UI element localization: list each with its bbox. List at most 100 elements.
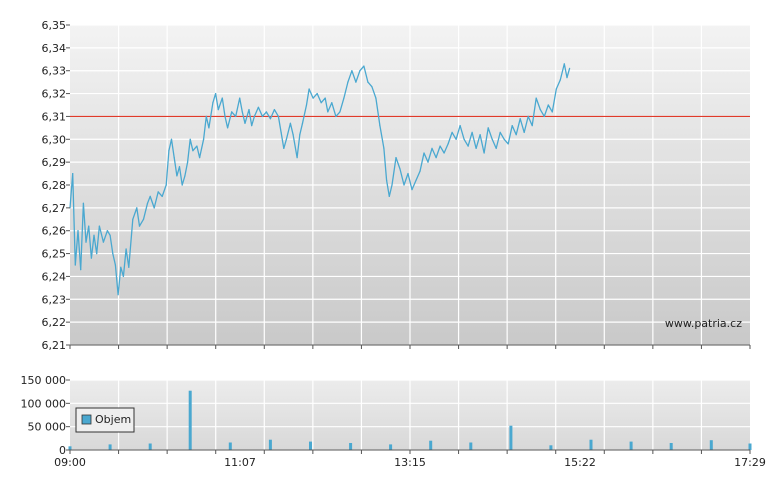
volume-bar	[349, 443, 353, 450]
price-y-tick-label: 6,34	[42, 42, 67, 55]
price-point	[128, 266, 130, 268]
price-point	[120, 266, 122, 268]
price-point	[308, 88, 310, 90]
price-point	[569, 67, 571, 69]
volume-y-tick-label: 100 000	[21, 397, 67, 410]
x-tick-label: 11:07	[224, 456, 256, 469]
price-point	[519, 118, 521, 120]
price-point	[491, 138, 493, 140]
price-point	[487, 127, 489, 129]
price-point	[435, 157, 437, 159]
price-y-tick-label: 6,35	[42, 19, 67, 32]
price-point	[168, 150, 170, 152]
price-point	[543, 115, 545, 117]
price-point	[138, 225, 141, 227]
price-y-tick-label: 6,31	[42, 110, 67, 123]
price-point	[383, 147, 385, 149]
price-y-tick-label: 6,27	[42, 202, 67, 215]
price-point	[112, 253, 114, 255]
price-point	[566, 77, 568, 79]
price-point	[339, 111, 341, 113]
price-point	[423, 152, 425, 154]
price-point	[327, 111, 329, 113]
price-point	[403, 184, 405, 186]
price-point	[359, 70, 361, 72]
price-y-tick-label: 6,29	[42, 156, 67, 169]
price-point	[215, 93, 217, 95]
price-point	[235, 115, 237, 117]
price-point	[181, 184, 183, 186]
price-point	[280, 131, 282, 133]
price-point	[431, 147, 433, 149]
price-point	[483, 152, 485, 154]
price-point	[507, 143, 509, 145]
price-point	[224, 115, 226, 117]
price-point	[203, 138, 205, 140]
price-point	[316, 93, 318, 95]
price-point	[305, 104, 308, 106]
price-point	[153, 207, 155, 209]
price-y-tick-label: 6,32	[42, 88, 67, 101]
price-point	[535, 97, 537, 99]
price-point	[96, 253, 98, 255]
price-point	[503, 138, 505, 140]
price-y-tick-label: 6,24	[42, 270, 67, 283]
price-point	[515, 134, 517, 136]
price-point	[251, 125, 253, 127]
volume-bar	[389, 444, 393, 450]
price-point	[157, 191, 159, 193]
volume-bar	[549, 445, 553, 450]
price-point	[285, 138, 287, 140]
price-point	[559, 79, 561, 81]
price-point	[117, 294, 119, 296]
price-y-tick-label: 6,22	[42, 316, 67, 329]
price-point	[563, 63, 565, 65]
price-point	[331, 102, 333, 104]
price-point	[93, 234, 95, 236]
price-point	[289, 122, 291, 124]
price-point	[555, 88, 557, 90]
price-point	[547, 104, 549, 106]
price-y-tick-label: 6,26	[42, 225, 67, 238]
volume-bar	[469, 442, 473, 450]
price-point	[146, 202, 149, 204]
price-point	[439, 145, 441, 147]
price-point	[375, 97, 377, 99]
volume-panel: 150 000 100 000 50 000 0 09:00 11:07 13:15 15:…	[21, 374, 766, 469]
x-tick-label: 09:00	[54, 456, 86, 469]
volume-bar	[509, 425, 513, 450]
price-point	[451, 131, 453, 133]
price-point	[475, 147, 477, 149]
price-point	[391, 184, 393, 186]
volume-y-ticks: 150 000 100 000 50 000 0	[21, 374, 70, 457]
price-point	[388, 195, 390, 197]
price-point	[495, 147, 497, 149]
volume-y-tick-label: 150 000	[21, 374, 67, 387]
volume-bar	[429, 440, 433, 450]
price-y-tick-label: 6,23	[42, 293, 67, 306]
price-point	[199, 157, 201, 159]
price-point	[212, 102, 214, 104]
price-point	[269, 118, 271, 120]
price-x-ticks	[69, 345, 751, 349]
price-point	[415, 179, 417, 181]
price-point	[165, 184, 167, 186]
price-point	[77, 230, 79, 232]
volume-y-tick-label: 50 000	[28, 421, 67, 434]
price-point	[427, 161, 429, 163]
price-point	[335, 115, 337, 117]
price-point	[527, 115, 529, 117]
price-point	[367, 81, 369, 83]
price-point	[161, 195, 163, 197]
price-point	[343, 97, 345, 99]
price-point	[399, 168, 401, 170]
price-point	[351, 70, 353, 72]
price-point	[122, 275, 124, 277]
volume-bar	[309, 441, 312, 450]
price-point	[531, 125, 533, 127]
volume-bars	[68, 390, 752, 450]
price-point	[241, 111, 243, 113]
volume-bar	[268, 439, 272, 450]
price-point	[277, 115, 279, 117]
